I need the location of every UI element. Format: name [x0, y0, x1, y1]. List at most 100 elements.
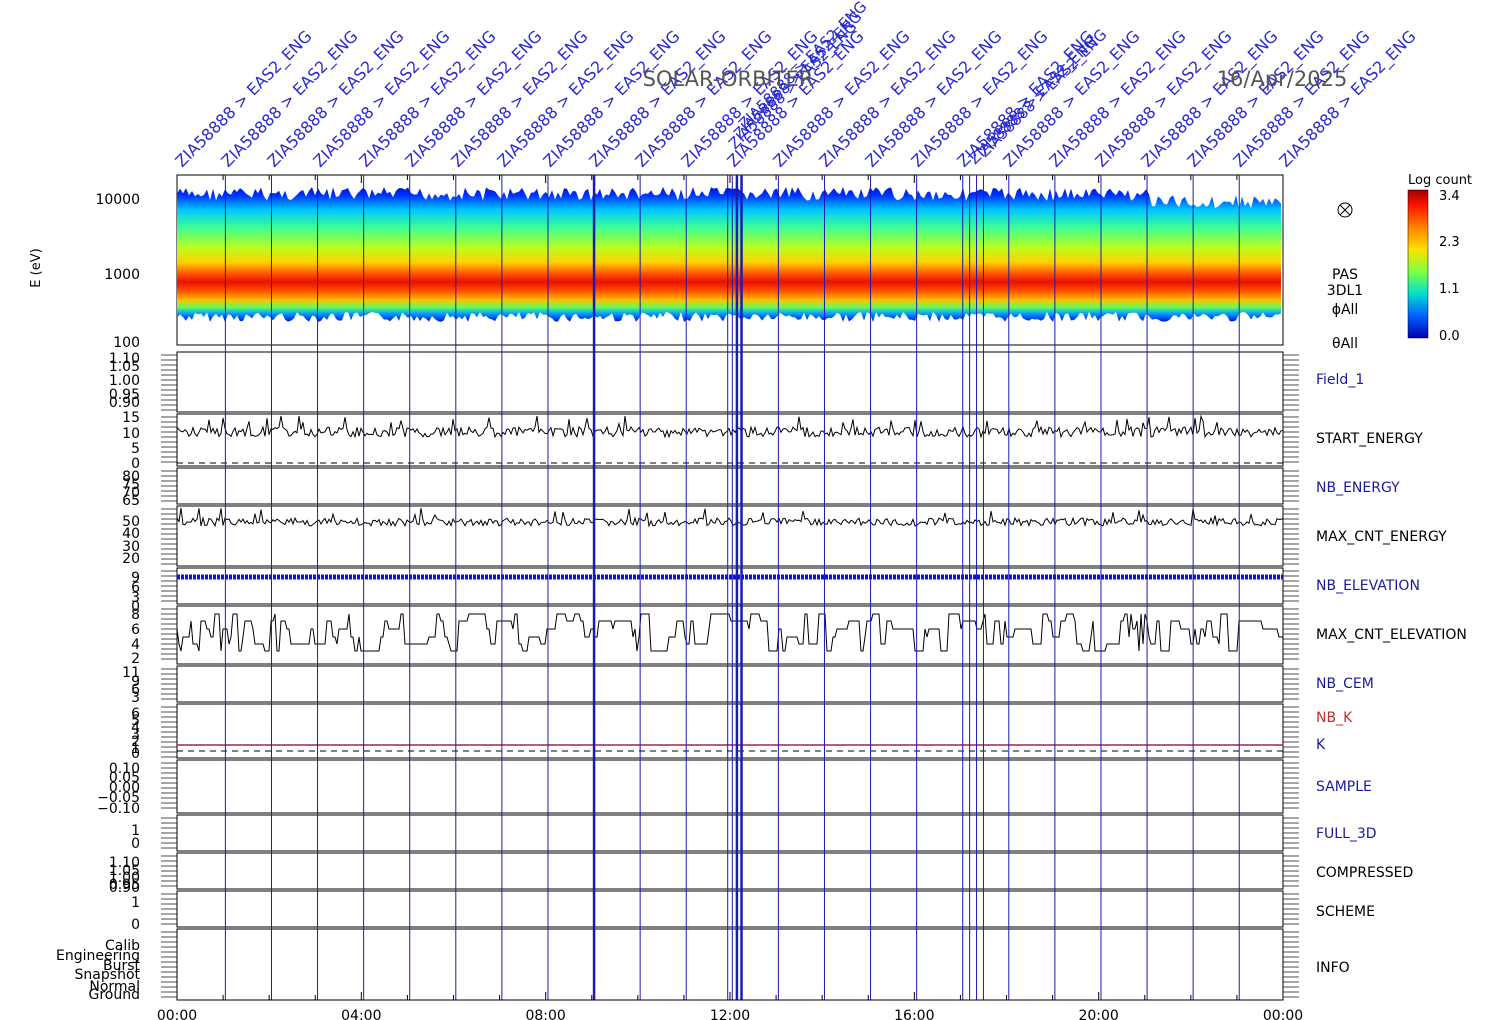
panel-label: K	[1316, 737, 1326, 753]
timeseries-panels: 1.101.051.000.950.90Field_1151050START_E…	[56, 351, 1467, 1003]
panel-frame	[176, 703, 1284, 759]
panel-frame	[176, 928, 1284, 1001]
colorbar-title: Log count	[1408, 173, 1472, 188]
panel-ytick: 15	[122, 410, 140, 426]
plot-date: 16/Apr/2025	[1217, 67, 1348, 91]
panel-ytick: 9	[131, 570, 140, 586]
panel-ytick: 70	[122, 485, 140, 501]
spectrogram-band	[177, 187, 1281, 322]
panel-frame	[176, 890, 1284, 928]
panel-frame	[176, 605, 1284, 665]
panel-ytick: 0	[131, 917, 140, 933]
panel-ytick: 3	[131, 690, 140, 706]
panel-label: NB_ENERGY	[1316, 480, 1400, 496]
panel-ytick: 50	[122, 514, 140, 530]
colorbar-tick-max: 3.4	[1439, 189, 1460, 204]
panel-ytick: 6	[131, 706, 140, 722]
panel-label: INFO	[1316, 960, 1350, 976]
panel-ytick: Ground	[89, 987, 141, 1003]
panel-ytick: 0.05	[109, 770, 140, 786]
event-markers	[224, 175, 1240, 1000]
panel-ytick: 0.90	[109, 880, 140, 896]
panel-ytick: 5	[131, 441, 140, 457]
panel-label: SAMPLE	[1316, 779, 1372, 795]
panel-ytick: −0.05	[97, 790, 140, 806]
time-tick-label: 08:00	[525, 1008, 565, 1020]
panel-ytick: 1.05	[109, 863, 140, 879]
panel-ytick: 2	[131, 651, 140, 667]
ytick-1000: 1000	[104, 267, 140, 283]
panel-ytick: 30	[122, 539, 140, 555]
time-tick-label: 00:00	[157, 1008, 197, 1020]
panel-label: START_ENERGY	[1316, 431, 1423, 447]
colorbar-tick-2: 2.3	[1439, 235, 1460, 250]
panel-ytick: 9	[131, 674, 140, 690]
colorbar-tick-3: 1.1	[1439, 282, 1460, 297]
colorbar-tick-min: 0.0	[1439, 329, 1460, 344]
max-cnt-energy-trace	[176, 507, 1284, 528]
panel-label: SCHEME	[1316, 904, 1375, 920]
panel-ytick: 3	[131, 590, 140, 606]
panel-label: FULL_3D	[1316, 826, 1377, 842]
panel-ytick: Normal	[89, 979, 140, 995]
panel-label: COMPRESSED	[1316, 865, 1413, 881]
panel-ytick: 65	[122, 493, 140, 509]
spectrogram-ylabel: E (eV)	[29, 248, 44, 287]
panel-ytick: 80	[122, 469, 140, 485]
panel-frame	[176, 852, 1284, 890]
time-tick-label: 00:00	[1263, 1008, 1303, 1020]
ytick-100: 100	[113, 335, 140, 351]
panel-label: Field_1	[1316, 372, 1364, 388]
panel-ytick: 6	[131, 580, 140, 596]
panel-ytick: 2	[131, 734, 140, 750]
panel-ytick: 0.10	[109, 761, 140, 777]
panel-ytick: 1.10	[109, 351, 140, 367]
panel-ytick: 0	[131, 456, 140, 472]
panel-ytick: 6	[131, 622, 140, 638]
theta-label: θAll	[1332, 336, 1358, 352]
panel-frame	[176, 814, 1284, 852]
panel-ytick: 4	[131, 637, 140, 653]
panel-ytick: 3	[131, 727, 140, 743]
instrument-label: PAS	[1332, 267, 1358, 283]
panel-ytick: 0.90	[109, 395, 140, 411]
panel-ytick: 8	[131, 607, 140, 623]
look-direction-icon	[1337, 202, 1353, 218]
panel-frame	[176, 567, 1284, 605]
max-cnt-elevation-trace	[176, 613, 1283, 652]
panel-k: K	[1316, 737, 1326, 753]
colorbar: Log count 3.4 2.3 1.1 0.0	[1407, 173, 1472, 344]
panel-label: NB_K	[1316, 710, 1353, 726]
colorbar-scale	[1407, 189, 1429, 339]
panel-ytick: 1.00	[109, 373, 140, 389]
panel-scheme: 1 0 SCHEME	[131, 890, 1375, 933]
panel-field-1: 1.101.051.000.950.90 Field_1	[109, 351, 1364, 413]
panel-ytick: 20	[122, 551, 140, 567]
panel-frame	[176, 413, 1284, 467]
panel-ytick: 0.00	[109, 780, 140, 796]
panel-sample: 0.100.050.00−0.05−0.10 SAMPLE	[97, 759, 1372, 817]
panel-full-3d: 10 FULL_3D	[131, 814, 1377, 852]
panel-ytick: 1	[131, 895, 140, 911]
panel-frame	[176, 467, 1284, 505]
panel-ytick: Calib	[105, 938, 140, 954]
panel-ytick: 0	[131, 746, 140, 762]
panel-label: MAX_CNT_ELEVATION	[1316, 627, 1467, 643]
panel-frame	[176, 759, 1284, 814]
panel-label: NB_CEM	[1316, 676, 1374, 692]
panel-label: MAX_CNT_ENERGY	[1316, 529, 1447, 545]
panel-label: NB_ELEVATION	[1316, 578, 1420, 594]
panel-ytick: 11	[122, 665, 140, 681]
time-tick-label: 20:00	[1078, 1008, 1118, 1020]
data-product-label: 3DL1	[1327, 283, 1363, 299]
time-tick-label: 16:00	[894, 1008, 934, 1020]
panel-ytick: 6	[131, 682, 140, 698]
panel-ytick: 1.10	[109, 855, 140, 871]
